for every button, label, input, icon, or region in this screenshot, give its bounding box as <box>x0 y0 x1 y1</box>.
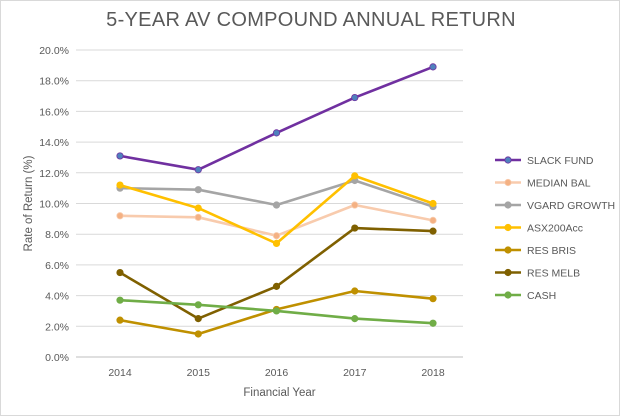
series-line <box>118 65 435 171</box>
legend-label: CASH <box>527 290 556 302</box>
x-tick-label: 2016 <box>265 367 289 379</box>
legend-label: VGARD GROWTH <box>527 200 615 212</box>
legend-swatch-marker <box>504 291 512 299</box>
y-tick-label: 8.0% <box>45 229 69 241</box>
data-point <box>429 199 437 208</box>
data-point <box>194 213 202 221</box>
data-point <box>272 282 281 290</box>
legend-label: SLACK FUND <box>527 155 594 167</box>
data-point <box>116 212 124 220</box>
y-tick-label: 20.0% <box>39 45 69 57</box>
data-point <box>351 315 359 323</box>
x-tick-label: 2017 <box>343 367 367 379</box>
data-point <box>272 239 281 248</box>
data-point <box>429 295 437 303</box>
data-point <box>116 268 124 277</box>
y-tick-label: 14.0% <box>39 137 69 149</box>
legend-label: MEDIAN BAL <box>527 178 591 190</box>
series-line <box>118 203 435 237</box>
data-point <box>351 172 359 180</box>
legend-swatch-marker <box>504 246 512 254</box>
x-tick-label: 2018 <box>421 367 445 379</box>
x-tick-label: 2015 <box>187 367 211 379</box>
y-tick-label: 18.0% <box>39 76 69 88</box>
data-point <box>194 315 202 323</box>
y-tick-label: 10.0% <box>39 199 69 211</box>
legend-swatch-marker <box>504 178 512 187</box>
y-tick-label: 16.0% <box>39 106 69 118</box>
data-point <box>194 204 202 212</box>
data-point <box>351 201 359 209</box>
data-point <box>429 319 437 327</box>
data-point <box>194 186 202 194</box>
x-axis-title: Financial Year <box>243 387 315 399</box>
data-point <box>272 232 281 240</box>
data-point <box>194 166 202 174</box>
legend-label: RES MELB <box>527 268 580 280</box>
data-point <box>429 216 437 224</box>
legend-label: RES BRIS <box>527 245 576 257</box>
data-point <box>351 224 359 232</box>
data-point <box>429 63 437 71</box>
data-point <box>116 296 124 304</box>
y-tick-label: 2.0% <box>45 321 69 333</box>
data-point <box>351 93 359 102</box>
data-point <box>272 201 281 209</box>
data-point <box>194 330 202 338</box>
legend-swatch-marker <box>504 201 512 209</box>
y-tick-label: 6.0% <box>45 260 69 272</box>
data-point <box>116 316 124 324</box>
x-tick-label: 2014 <box>108 367 132 379</box>
legend-swatch-marker <box>504 156 512 164</box>
data-point <box>116 181 124 189</box>
data-point <box>194 301 202 309</box>
legend-swatch-marker <box>504 223 512 232</box>
chart-title: 5-YEAR AV COMPOUND ANNUAL RETURN <box>106 9 516 31</box>
y-tick-label: 12.0% <box>39 168 69 180</box>
data-point <box>116 152 124 160</box>
legend-swatch-marker <box>504 268 512 277</box>
y-tick-label: 0.0% <box>45 352 69 364</box>
y-axis-title: Rate of Return (%) <box>23 155 35 251</box>
data-point <box>272 129 281 137</box>
data-point <box>429 227 437 235</box>
legend-label: ASX200Acc <box>527 223 583 235</box>
data-point <box>351 287 359 295</box>
y-tick-label: 4.0% <box>45 291 69 303</box>
data-point <box>272 307 281 315</box>
